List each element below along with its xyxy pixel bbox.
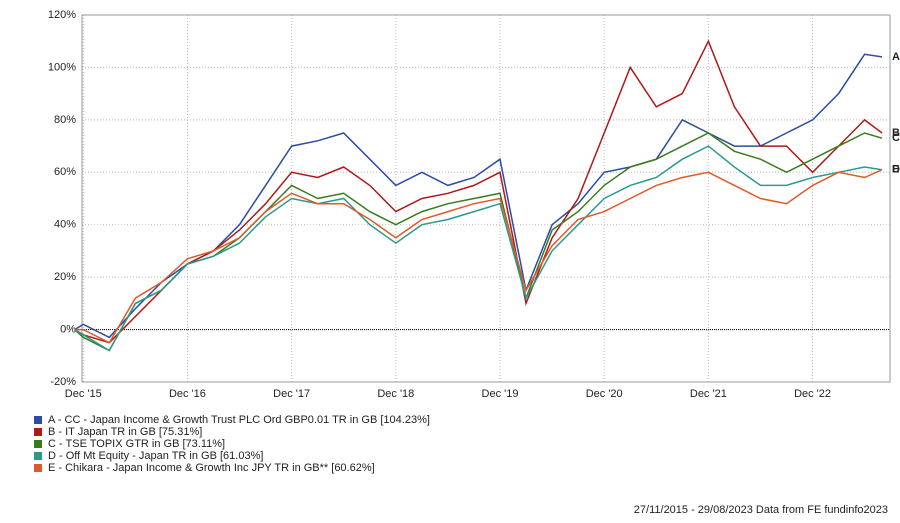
x-tick-label: Dec '20 [586,388,623,400]
end-label: D [892,164,900,176]
legend-swatch [34,440,42,448]
x-tick-label: Dec '22 [794,388,831,400]
y-tick-label: -20% [50,376,76,388]
x-tick-label: Dec '19 [482,388,519,400]
legend-label: D - Off Mt Equity - Japan TR in GB [61.0… [48,450,263,462]
y-tick-label: 0% [60,323,76,335]
y-tick-label: 80% [54,114,76,126]
series-line [74,145,883,352]
legend-swatch [34,464,42,472]
series-line [74,169,883,344]
y-tick-label: 40% [54,219,76,231]
footer: 27/11/2015 - 29/08/2023 Data from FE fun… [634,504,888,516]
x-tick-label: Dec '17 [273,388,310,400]
x-tick-label: Dec '18 [377,388,414,400]
y-tick-label: 120% [48,9,76,21]
series-line [74,39,883,344]
legend-label: E - Chikara - Japan Income & Growth Inc … [48,462,375,474]
end-label: E [892,164,899,176]
end-label: A [892,51,900,63]
legend-label: A - CC - Japan Income & Growth Trust PLC… [48,414,430,426]
x-tick-label: Dec '21 [690,388,727,400]
y-tick-label: 100% [48,61,76,73]
plot-frame [81,14,891,383]
x-tick-label: Dec '15 [65,388,102,400]
legend-label: B - IT Japan TR in GB [75.31%] [48,426,202,438]
legend-swatch [34,428,42,436]
series-line [74,53,883,339]
legend-swatch [34,416,42,424]
end-label: B [892,127,900,139]
legend-swatch [34,452,42,460]
y-tick-label: 20% [54,271,76,283]
legend-label: C - TSE TOPIX GTR in GB [73.11%] [48,438,225,450]
y-tick-label: 60% [54,166,76,178]
end-label: C [892,132,900,144]
x-tick-label: Dec '16 [169,388,206,400]
series-line [74,132,883,352]
